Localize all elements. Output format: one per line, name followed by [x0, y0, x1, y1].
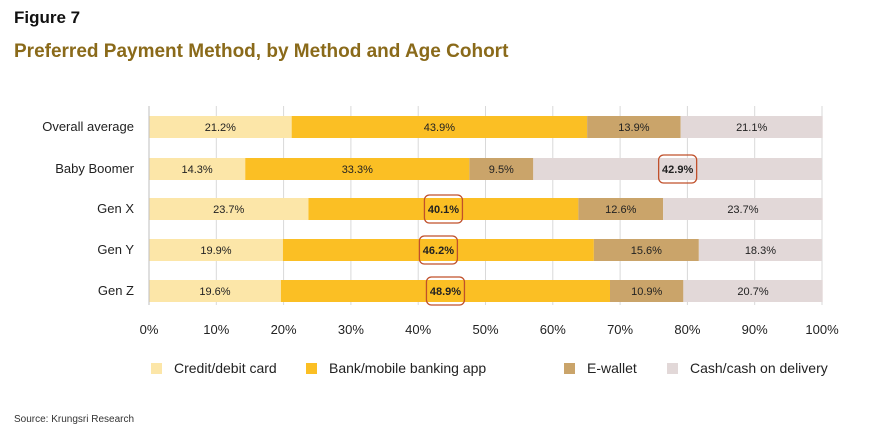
data-label: 12.6% [605, 204, 636, 216]
bar-segment-gen-y-e-wallet [593, 239, 699, 261]
chart-legend: Credit/debit card Bank/mobile banking ap… [0, 360, 870, 380]
highlight-box [423, 194, 464, 224]
legend-item-credit: Credit/debit card [151, 360, 277, 376]
data-label: 13.9% [618, 122, 649, 134]
legend-item-cash: Cash/cash on delivery [667, 360, 828, 376]
bar-segment-baby-boomer-cash-cash-on-delivery [533, 158, 822, 180]
category-label: Gen X [97, 201, 134, 216]
legend-label-bank: Bank/mobile banking app [329, 360, 487, 376]
bar-segment-gen-z-cash-cash-on-delivery [683, 280, 823, 302]
data-label: 10.9% [631, 286, 662, 298]
x-tick-label: 20% [271, 322, 297, 337]
data-label: 33.3% [342, 164, 373, 176]
data-label: 48.9% [430, 286, 461, 298]
bar-segment-gen-x-cash-cash-on-delivery [663, 198, 823, 220]
data-label: 43.9% [424, 122, 455, 134]
data-label: 9.5% [489, 164, 514, 176]
x-tick-label: 30% [338, 322, 364, 337]
highlight-box [657, 154, 698, 184]
bar-segment-baby-boomer-bank-mobile-banking-app [245, 158, 470, 180]
data-label: 21.1% [736, 122, 767, 134]
data-label: 20.7% [737, 286, 768, 298]
data-label: 23.7% [727, 204, 758, 216]
category-label: Baby Boomer [55, 161, 134, 176]
category-label: Overall average [42, 119, 134, 134]
x-tick-label: 40% [405, 322, 431, 337]
x-tick-label: 100% [805, 322, 839, 337]
data-label: 46.2% [423, 245, 454, 257]
legend-item-ewallet: E-wallet [564, 360, 637, 376]
legend-swatch-ewallet [564, 362, 575, 374]
highlight-box [425, 276, 466, 306]
bar-segment-overall-average-credit-debit-card [149, 116, 292, 138]
bar-segment-gen-x-bank-mobile-banking-app [308, 198, 579, 220]
data-label: 40.1% [428, 204, 459, 216]
bar-segment-overall-average-e-wallet [587, 116, 681, 138]
bar-segment-overall-average-bank-mobile-banking-app [291, 116, 588, 138]
bar-segment-baby-boomer-credit-debit-card [149, 158, 246, 180]
legend-label-cash: Cash/cash on delivery [690, 360, 828, 376]
category-label: Gen Z [98, 283, 134, 298]
legend-label-ewallet: E-wallet [587, 360, 637, 376]
data-label: 15.6% [631, 245, 662, 257]
bar-segment-baby-boomer-e-wallet [469, 158, 534, 180]
x-tick-label: 70% [607, 322, 633, 337]
data-label: 19.6% [199, 286, 230, 298]
x-tick-label: 10% [203, 322, 229, 337]
chart-title: Preferred Payment Method, by Method and … [14, 41, 509, 62]
bar-segment-gen-z-credit-debit-card [149, 280, 281, 302]
legend-swatch-cash [667, 362, 678, 374]
bar-segment-gen-z-e-wallet [610, 280, 684, 302]
x-tick-label: 0% [140, 322, 159, 337]
legend-item-bank: Bank/mobile banking app [306, 360, 486, 376]
bar-segment-gen-y-credit-debit-card [149, 239, 283, 261]
figure-label: Figure 7 [14, 8, 81, 27]
data-label: 21.2% [205, 122, 236, 134]
bar-segment-gen-x-credit-debit-card [149, 198, 309, 220]
legend-swatch-bank [306, 362, 317, 374]
x-tick-label: 90% [742, 322, 768, 337]
bar-segment-gen-y-bank-mobile-banking-app [282, 239, 594, 261]
data-label: 23.7% [213, 204, 244, 216]
highlight-box [418, 235, 459, 265]
data-label: 42.9% [662, 164, 693, 176]
bar-segment-gen-y-cash-cash-on-delivery [698, 239, 822, 261]
bar-segment-gen-z-bank-mobile-banking-app [280, 280, 611, 302]
legend-swatch-credit [151, 362, 162, 374]
bar-segment-gen-x-e-wallet [578, 198, 664, 220]
category-label: Gen Y [97, 242, 134, 257]
stacked-bar-chart: 21.2% 43.9% 13.9% 21.1% Overall average 14.3%… [42, 106, 839, 337]
legend-label-credit: Credit/debit card [174, 360, 277, 376]
x-tick-label: 50% [472, 322, 498, 337]
data-label: 19.9% [200, 245, 231, 257]
source-note: Source: Krungsri Research [14, 414, 135, 425]
data-label: 18.3% [745, 245, 776, 257]
bar-segment-overall-average-cash-cash-on-delivery [680, 116, 823, 138]
x-tick-label: 60% [540, 322, 566, 337]
x-tick-label: 80% [674, 322, 700, 337]
data-label: 14.3% [182, 164, 213, 176]
